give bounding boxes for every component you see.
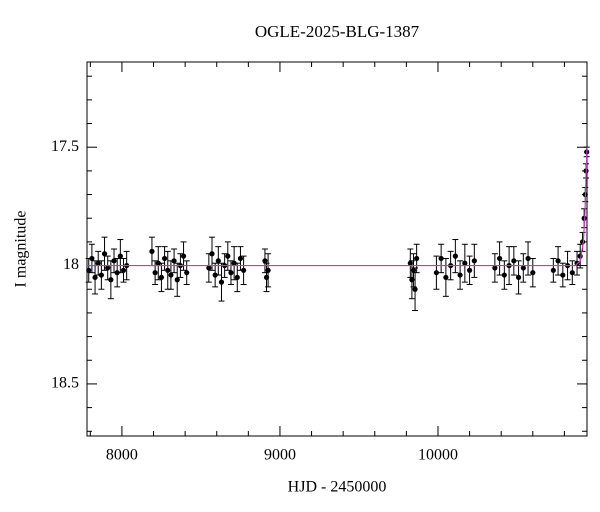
data-point — [105, 265, 111, 271]
model-curve — [87, 147, 588, 267]
y-tick-label: 18 — [63, 256, 79, 273]
data-point — [95, 260, 101, 266]
data-point — [569, 270, 575, 276]
data-point — [555, 258, 561, 264]
data-point — [215, 258, 221, 264]
y-axis-label: I magnitude — [13, 211, 30, 288]
data-point — [209, 251, 215, 257]
data-point — [86, 267, 92, 273]
data-point — [89, 255, 95, 262]
data-point — [120, 267, 127, 273]
y-tick-label: 17.5 — [51, 138, 79, 155]
data-point — [92, 274, 98, 281]
data-point — [414, 255, 420, 262]
data-point — [433, 270, 439, 276]
data-point — [161, 255, 168, 262]
data-point — [212, 272, 218, 278]
data-point — [114, 270, 120, 276]
data-point — [184, 270, 190, 276]
data-point — [492, 265, 498, 271]
data-point — [265, 267, 271, 273]
data-point — [560, 272, 566, 278]
data-point — [152, 270, 158, 276]
data-point — [180, 253, 187, 259]
data-point — [511, 258, 517, 264]
data-point — [525, 255, 531, 262]
chart-title: OGLE-2025-BLG-1387 — [255, 22, 420, 41]
data-point — [206, 265, 212, 271]
data-point — [231, 260, 237, 266]
x-axis-label: HJD - 2450000 — [288, 479, 387, 496]
data-point — [501, 272, 507, 278]
data-point — [101, 251, 108, 257]
data-point — [158, 274, 165, 281]
data-point — [111, 258, 117, 264]
data-point — [262, 258, 268, 264]
data-point — [225, 253, 231, 259]
data-point — [117, 253, 123, 259]
data-point — [497, 255, 503, 262]
plot-frame — [86, 61, 588, 437]
data-point — [155, 260, 161, 266]
data-point — [457, 272, 463, 278]
data-point — [149, 248, 155, 254]
data-point — [412, 286, 418, 292]
data-point — [241, 267, 247, 273]
data-point — [234, 274, 240, 281]
data-point — [550, 267, 556, 273]
data-point — [218, 279, 225, 285]
data-point — [471, 258, 477, 264]
data-point — [438, 255, 444, 262]
data-point — [171, 258, 177, 264]
data-point — [520, 265, 526, 271]
data-point — [98, 272, 104, 278]
data-point — [108, 277, 114, 283]
data-point — [237, 255, 244, 262]
x-tick-label: 9000 — [264, 447, 296, 464]
x-tick-label: 10000 — [418, 447, 458, 464]
data-point — [443, 274, 449, 281]
y-tick-label: 18.5 — [51, 375, 79, 392]
data-point — [168, 272, 174, 278]
data-point — [515, 274, 522, 281]
data-point — [530, 270, 536, 276]
x-tick-label: 8000 — [106, 447, 138, 464]
data-point — [165, 267, 171, 273]
data-point — [174, 277, 180, 283]
data-point — [452, 253, 458, 259]
data-point — [466, 267, 473, 273]
data-point — [228, 270, 234, 276]
data-point — [462, 260, 468, 266]
